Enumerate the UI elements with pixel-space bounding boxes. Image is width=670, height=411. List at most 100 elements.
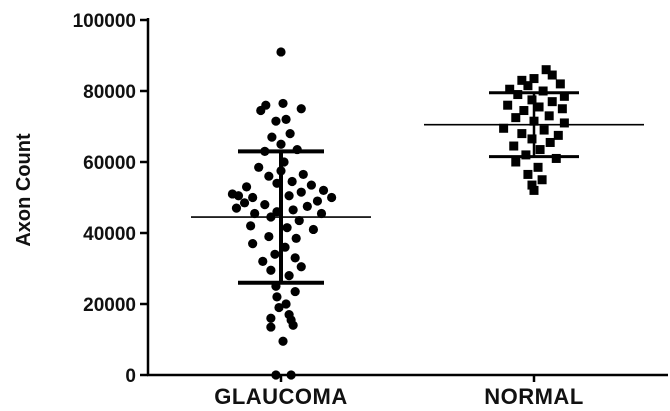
y-tick-label: 100000	[73, 11, 136, 32]
glaucoma-data-point	[316, 208, 327, 219]
axes	[146, 18, 668, 377]
normal-data-point	[545, 137, 555, 147]
normal-data-point	[517, 75, 527, 85]
normal-data-point	[533, 162, 543, 172]
glaucoma-data-point	[327, 192, 337, 203]
glaucoma-data-point	[266, 313, 276, 323]
glaucoma-data-point	[266, 265, 276, 275]
glaucoma-data-point	[239, 198, 250, 208]
glaucoma-data-point	[296, 104, 306, 114]
glaucoma-data-point	[264, 171, 274, 181]
glaucoma-data-point	[231, 203, 242, 213]
normal-data-point	[511, 113, 521, 123]
glaucoma-data-point	[264, 231, 274, 242]
glaucoma-data-point	[254, 162, 264, 172]
normal-data-point	[527, 180, 537, 190]
glaucoma-data-point	[288, 320, 298, 330]
normal-data-point	[534, 102, 544, 112]
normal-data-point	[503, 100, 513, 110]
normal-data-point	[538, 86, 548, 96]
glaucoma-data-point	[296, 262, 306, 272]
glaucoma-data-point	[290, 286, 300, 297]
glaucoma-data-point	[266, 322, 276, 332]
normal-data-point	[557, 104, 567, 114]
y-tick-label: 20000	[83, 295, 136, 316]
normal-data-point	[523, 81, 533, 91]
x-axis-category-labels: GLAUCOMA NORMAL	[214, 375, 584, 409]
normal-data-point	[521, 150, 531, 160]
glaucoma-data-point	[271, 370, 281, 380]
glaucoma-data-point	[250, 208, 260, 219]
y-tick-label: 40000	[83, 224, 136, 245]
data-points	[227, 47, 569, 380]
normal-data-point	[523, 169, 533, 179]
y-tick-label: 80000	[83, 82, 136, 103]
normal-data-point	[527, 95, 537, 105]
normal-data-point	[517, 129, 527, 139]
glaucoma-data-point	[233, 191, 244, 201]
normal-data-point	[553, 130, 563, 140]
glaucoma-data-point	[241, 182, 252, 192]
normal-data-point	[559, 118, 569, 128]
normal-data-point	[551, 153, 561, 163]
normal-data-point	[529, 185, 539, 195]
normal-data-point	[547, 70, 557, 80]
glaucoma-data-point	[270, 249, 280, 259]
glaucoma-data-point	[284, 191, 294, 201]
x-tick-label-normal: NORMAL	[484, 384, 584, 409]
glaucoma-data-point	[281, 299, 291, 309]
glaucoma-data-point	[285, 129, 295, 139]
normal-data-point	[537, 175, 547, 185]
glaucoma-data-point	[318, 185, 329, 195]
glaucoma-data-point	[274, 302, 284, 313]
glaucoma-data-point	[281, 114, 291, 124]
normal-data-point	[511, 157, 521, 167]
normal-data-point	[499, 123, 509, 133]
glaucoma-data-point	[298, 169, 308, 180]
normal-data-point	[529, 74, 539, 84]
glaucoma-data-point	[287, 176, 297, 187]
glaucoma-data-point	[256, 105, 266, 116]
normal-data-point	[559, 91, 569, 101]
normal-data-point	[535, 145, 545, 155]
glaucoma-data-point	[271, 116, 281, 126]
glaucoma-data-point	[276, 139, 286, 149]
normal-data-point	[505, 84, 515, 94]
glaucoma-data-point	[248, 192, 258, 203]
glaucoma-data-point	[282, 223, 292, 233]
glaucoma-data-point	[296, 187, 306, 197]
glaucoma-data-point	[288, 205, 298, 215]
glaucoma-data-point	[260, 200, 270, 210]
normal-data-point	[547, 97, 557, 107]
normal-data-point	[513, 90, 523, 100]
glaucoma-data-point	[284, 271, 294, 281]
glaucoma-data-point	[308, 224, 318, 235]
y-axis-ticks: 0 20000 40000 60000 80000 100000	[73, 11, 148, 387]
glaucoma-data-point	[276, 47, 286, 57]
normal-data-point	[555, 79, 565, 89]
glaucoma-data-point	[248, 239, 258, 249]
x-tick-label-glaucoma: GLAUCOMA	[214, 384, 348, 409]
glaucoma-data-point	[246, 221, 256, 231]
glaucoma-data-point	[258, 256, 268, 266]
y-axis-title: Axon Count	[13, 133, 35, 247]
glaucoma-data-point	[290, 253, 300, 263]
glaucoma-data-point	[267, 132, 277, 142]
glaucoma-data-point	[306, 180, 316, 190]
normal-data-point	[527, 134, 537, 144]
normal-data-point	[544, 111, 554, 121]
glaucoma-data-point	[312, 196, 323, 206]
normal-data-point	[539, 125, 549, 135]
mean-sd-lines	[191, 91, 644, 285]
normal-data-point	[519, 106, 529, 116]
glaucoma-data-point	[291, 233, 301, 243]
y-tick-label: 0	[125, 366, 136, 387]
normal-data-point	[541, 65, 551, 75]
glaucoma-data-point	[286, 370, 296, 380]
glaucoma-data-point	[278, 336, 288, 346]
glaucoma-data-point	[278, 98, 288, 109]
glaucoma-data-point	[294, 215, 304, 226]
glaucoma-data-point	[302, 201, 312, 211]
glaucoma-data-point	[272, 292, 282, 302]
